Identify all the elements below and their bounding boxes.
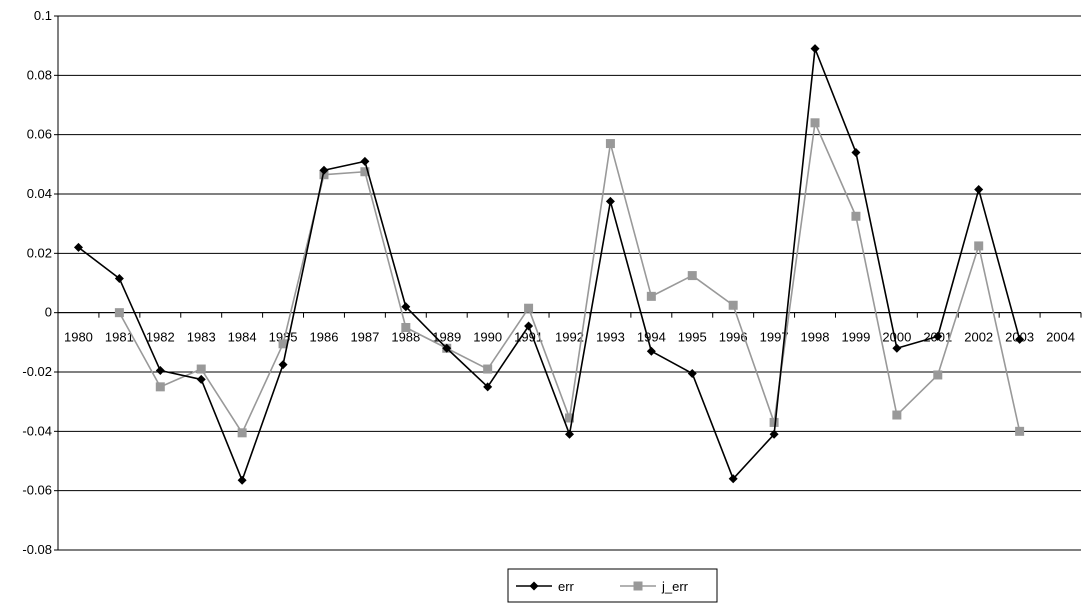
- series: [73, 44, 1025, 485]
- data-point: [605, 196, 615, 206]
- data-point: [360, 156, 370, 166]
- x-tick-label: 2000: [882, 330, 911, 345]
- data-point: [687, 271, 697, 281]
- data-point: [196, 364, 206, 374]
- data-point: [892, 343, 902, 353]
- x-tick-label: 1998: [801, 330, 830, 345]
- x-tick-label: 1983: [187, 330, 216, 345]
- data-point: [1015, 426, 1025, 436]
- x-tick-label: 1993: [596, 330, 625, 345]
- data-point: [360, 167, 370, 177]
- data-point: [237, 428, 247, 438]
- axes: [54, 15, 1082, 551]
- x-tick-label: 1981: [105, 330, 134, 345]
- series-line: [77, 47, 1021, 482]
- series-j-err: [114, 118, 1025, 438]
- y-tick-label: -0.02: [22, 364, 52, 379]
- data-point: [892, 410, 902, 420]
- y-tick-label: 0.02: [27, 245, 52, 260]
- y-tick-label: 0.1: [34, 8, 52, 23]
- data-point: [237, 475, 247, 485]
- x-tick-label: 2002: [964, 330, 993, 345]
- data-point: [524, 303, 534, 313]
- data-point: [687, 368, 697, 378]
- data-point: [401, 323, 411, 332]
- data-point: [319, 165, 329, 175]
- data-point: [565, 413, 574, 423]
- data-point: [851, 147, 861, 157]
- y-tick-label: 0.06: [27, 127, 52, 142]
- x-tick-label: 1988: [391, 330, 420, 345]
- data-point: [1015, 334, 1025, 344]
- y-tick-label: -0.06: [22, 483, 52, 498]
- x-tick-label: 1995: [678, 330, 707, 345]
- data-point: [483, 382, 493, 392]
- data-point: [974, 241, 984, 251]
- data-point: [155, 366, 165, 376]
- legend-item-j-err: j_err: [620, 579, 689, 594]
- data-point: [974, 185, 984, 195]
- legend: err j_err: [507, 568, 718, 603]
- x-tick-label: 1987: [350, 330, 379, 345]
- x-tick-label: 1986: [310, 330, 339, 345]
- data-point: [605, 139, 615, 149]
- x-tick-label: 1992: [555, 330, 584, 345]
- data-point: [933, 370, 943, 380]
- y-tick-label: -0.08: [22, 542, 52, 557]
- x-tick-label: 1991: [514, 330, 543, 345]
- y-tick-label: 0.04: [27, 186, 52, 201]
- x-tick-labels: 1980 1981 1982 1983 1984 1985 1986 1987 1988 1989…: [64, 330, 1075, 345]
- data-point: [933, 331, 943, 341]
- data-point: [483, 364, 493, 374]
- data-point: [278, 339, 288, 349]
- y-tick-label: 0: [45, 305, 52, 320]
- x-tick-label: 1997: [760, 330, 789, 345]
- data-point: [114, 274, 124, 284]
- data-point: [401, 302, 411, 312]
- data-point: [769, 429, 779, 439]
- legend-item-err: err: [516, 579, 575, 594]
- x-tick-label: 1994: [637, 330, 666, 345]
- data-point: [728, 300, 738, 310]
- legend-items: err j_err: [516, 579, 689, 594]
- data-point: [196, 374, 206, 384]
- data-point: [646, 346, 656, 356]
- data-point: [73, 242, 83, 252]
- legend-marker: [529, 581, 539, 591]
- data-point: [524, 321, 534, 331]
- gridlines: [58, 15, 1081, 551]
- series-err: [73, 44, 1025, 485]
- legend-marker: [633, 581, 643, 591]
- x-tick-label: 1999: [841, 330, 870, 345]
- legend-label: j_err: [661, 579, 689, 594]
- data-point: [646, 291, 656, 301]
- x-tick-label: 1996: [719, 330, 748, 345]
- data-point: [851, 211, 861, 221]
- data-point: [114, 308, 124, 318]
- series-line: [118, 122, 1021, 434]
- x-tick-label: 2004: [1046, 330, 1075, 345]
- data-point: [155, 382, 165, 392]
- y-tick-labels: -0.08 -0.06 -0.04 -0.02 0 0.02 0.04 0.06 0.08 0.1: [22, 8, 52, 557]
- data-point: [728, 474, 738, 484]
- data-point: [810, 118, 820, 128]
- data-point: [278, 360, 288, 370]
- data-point: [442, 343, 452, 353]
- x-tick-label: 1980: [64, 330, 93, 345]
- data-point: [769, 417, 779, 427]
- x-tick-label: 1984: [228, 330, 257, 345]
- y-tick-label: 0.08: [27, 67, 52, 82]
- data-point: [565, 429, 574, 439]
- data-point: [810, 44, 820, 54]
- legend-label: err: [558, 579, 575, 594]
- y-tick-label: -0.04: [22, 423, 52, 438]
- x-tick-label: 1990: [473, 330, 502, 345]
- x-tick-label: 1982: [146, 330, 175, 345]
